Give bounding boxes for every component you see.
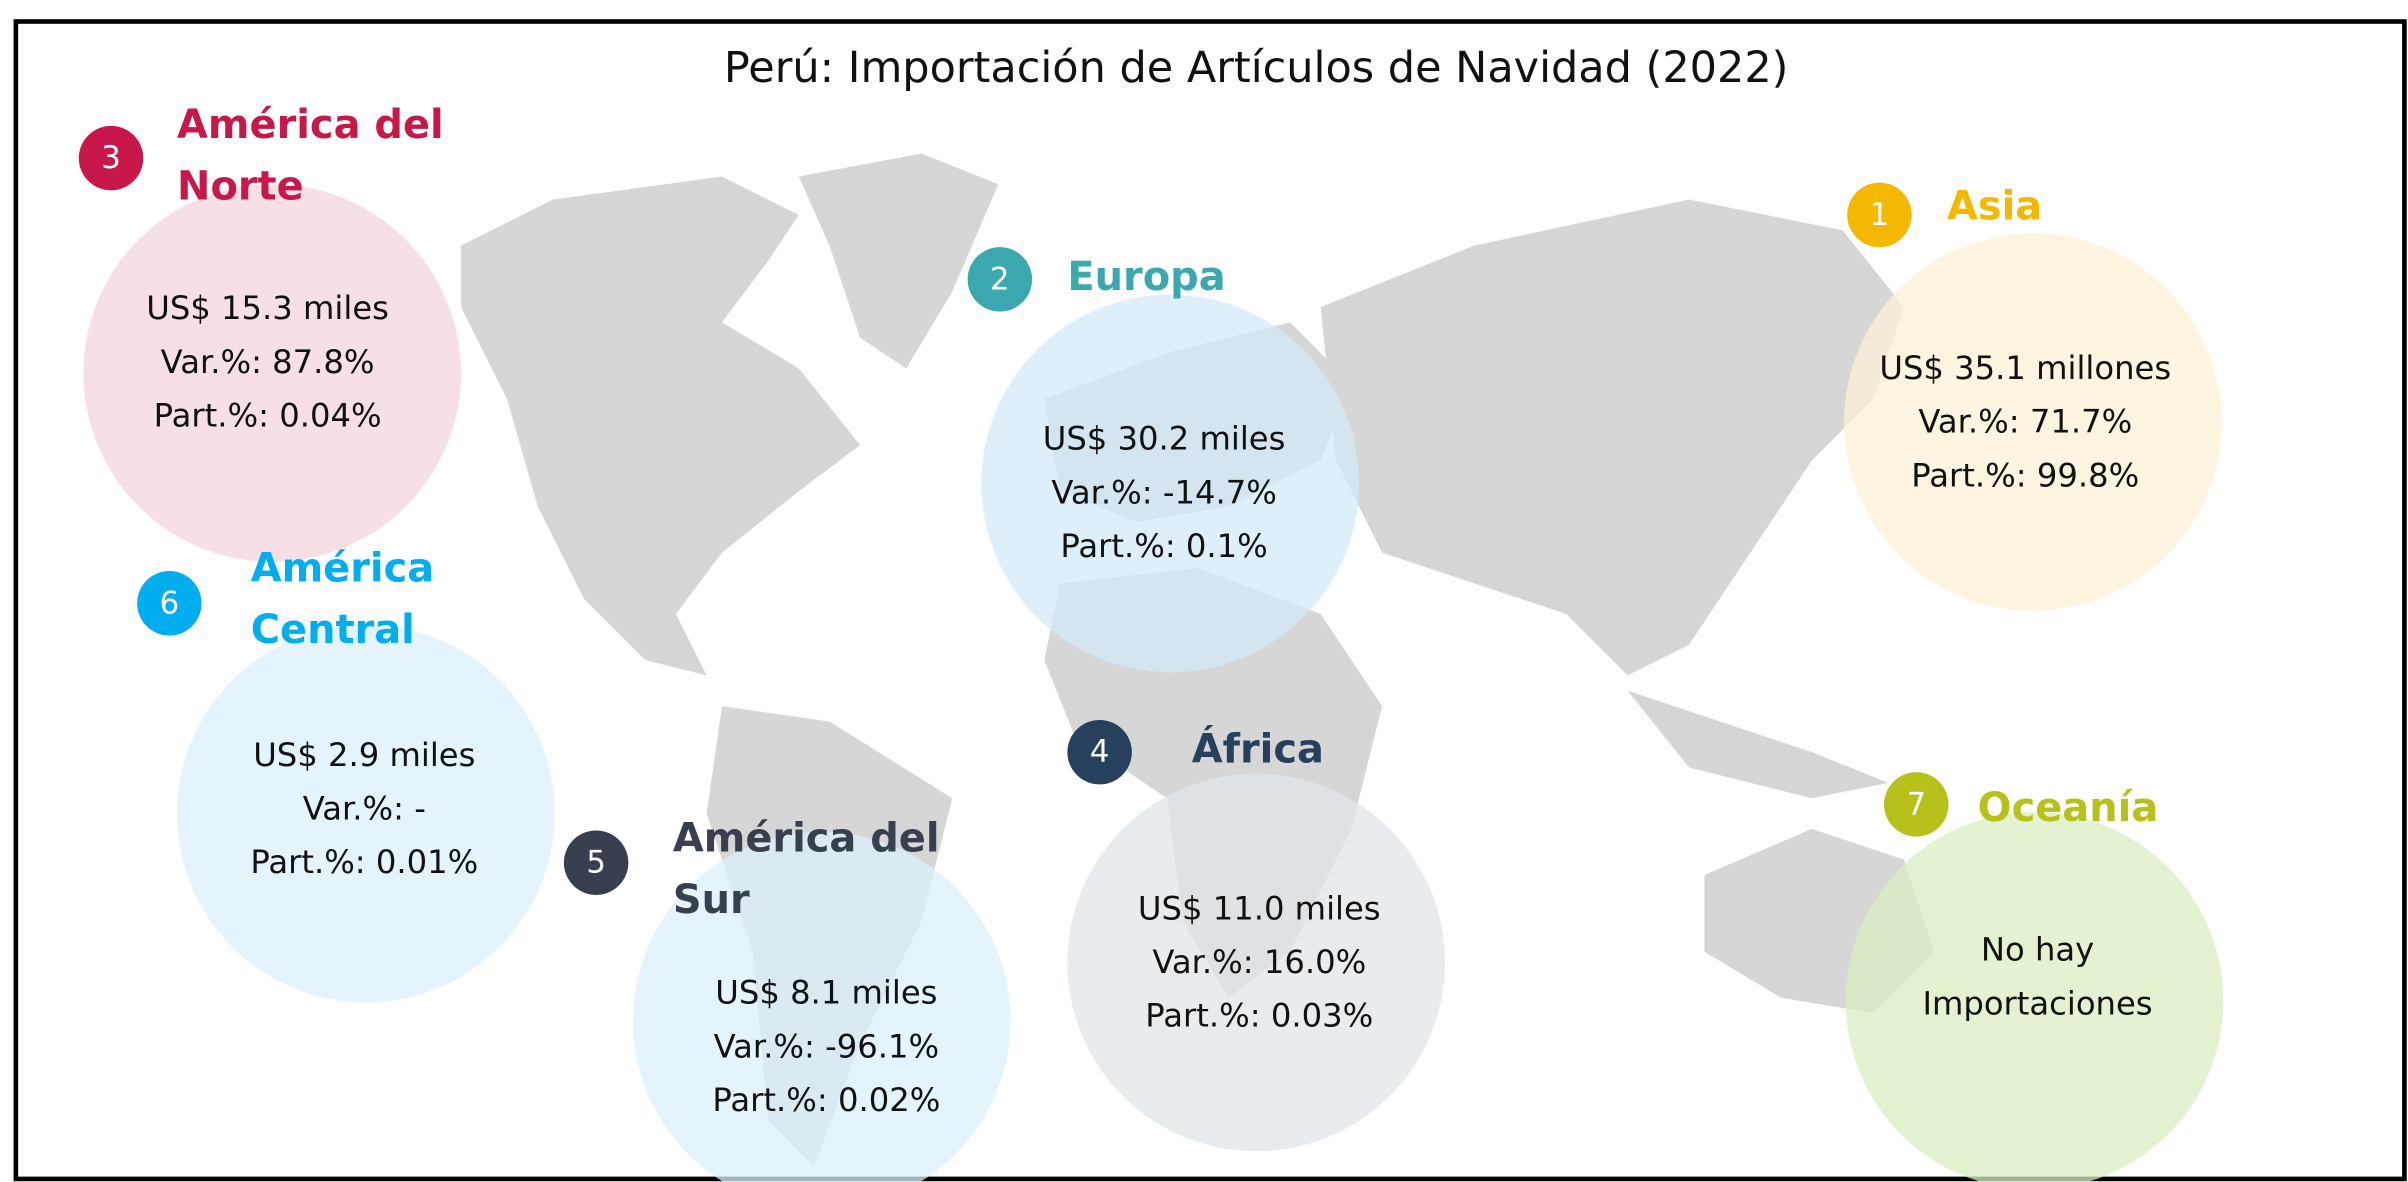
rank-number: 1 <box>1870 198 1890 233</box>
region-info: US$ 35.1 millones <box>1879 349 2171 387</box>
region-name: Oceanía <box>1978 785 2159 831</box>
region-info: Var.%: 16.0% <box>1152 943 1366 981</box>
region-info: Var.%: 87.8% <box>161 343 375 381</box>
region-name: Asia <box>1947 183 2042 229</box>
rank-badge <box>1067 719 1132 785</box>
rank-number: 7 <box>1907 787 1927 822</box>
region-info: Part.%: 0.02% <box>712 1081 940 1119</box>
region-info: US$ 15.3 miles <box>146 289 389 327</box>
world-map <box>461 153 1935 1167</box>
region-name: Sur <box>673 877 750 923</box>
region-bubble <box>1067 773 1446 1152</box>
region-info: No hay <box>1981 931 2094 969</box>
region-info: Part.%: 0.03% <box>1145 997 1373 1035</box>
region-name: África <box>1192 726 1324 773</box>
region-info: Var.%: -96.1% <box>714 1027 939 1065</box>
region-bubble <box>981 294 1360 673</box>
region-name: Norte <box>177 163 304 209</box>
region-name: América del <box>673 816 940 862</box>
rank-number: 3 <box>101 141 121 176</box>
region-bubble <box>633 832 1011 1182</box>
rank-badge <box>78 125 144 191</box>
region-bubble <box>1844 233 2222 611</box>
rank-badge <box>137 571 202 636</box>
region-info: US$ 30.2 miles <box>1043 420 1286 458</box>
rank-badge <box>1884 772 1949 837</box>
region-name: América <box>251 546 434 592</box>
region-info: Importaciones <box>1923 984 2153 1022</box>
region-info: Var.%: -14.7% <box>1051 473 1277 511</box>
region-info: Part.%: 99.8% <box>1911 456 2139 494</box>
rank-badge <box>967 247 1033 312</box>
region-info: US$ 11.0 miles <box>1138 889 1381 927</box>
rank-number: 5 <box>586 846 606 881</box>
rank-badge <box>563 830 629 895</box>
region-info: US$ 2.9 miles <box>253 736 475 774</box>
region-bubble <box>177 624 555 1003</box>
region-info: Var.%: 71.7% <box>1918 403 2132 441</box>
region-bubble <box>83 184 462 562</box>
rank-number: 2 <box>990 262 1010 297</box>
region-info: US$ 8.1 miles <box>715 974 937 1012</box>
region-bubble <box>1845 812 2224 1182</box>
rank-badge <box>1847 182 1912 248</box>
region-info: Part.%: 0.04% <box>154 397 382 435</box>
region-name: Europa <box>1067 254 1225 300</box>
rank-number: 6 <box>160 586 180 621</box>
region-info: Part.%: 0.01% <box>250 843 478 881</box>
title: Perú: Importación de Artículos de Navida… <box>724 43 1789 93</box>
region-name: Central <box>251 607 415 653</box>
region-name: América del <box>177 102 444 148</box>
region-info: Part.%: 0.1% <box>1060 527 1267 565</box>
rank-number: 4 <box>1090 735 1110 770</box>
region-info: Var.%: - <box>303 790 426 828</box>
